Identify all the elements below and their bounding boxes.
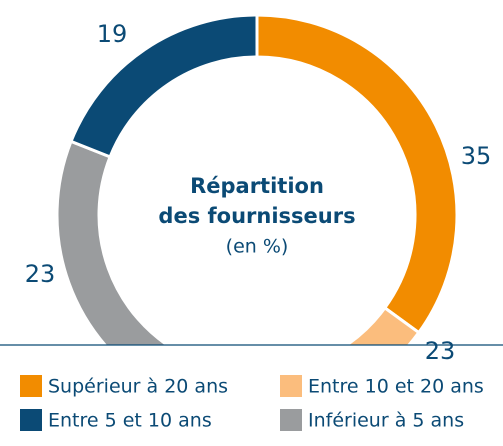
legend-label: Entre 5 et 10 ans [48,410,212,432]
legend-label: Supérieur à 20 ans [48,376,228,398]
donut [55,13,459,345]
data-label: 19 [97,20,128,48]
legend-swatch [280,409,302,431]
legend-swatch [20,409,42,431]
center-subtitle: (en %) [226,236,289,258]
center-title: des fournisseurs [158,204,355,228]
data-label: 23 [25,260,56,288]
legend-swatch [280,375,302,397]
data-label: 35 [461,142,492,170]
center-title: Répartition [190,174,324,198]
legend-label: Entre 10 et 20 ans [308,376,484,398]
legend-swatch [20,375,42,397]
donut-segment [69,13,259,159]
legend-label: Inférieur à 5 ans [308,410,464,432]
donut-segment [343,305,421,345]
donut-segment [55,139,171,345]
data-label: 23 [425,337,456,365]
